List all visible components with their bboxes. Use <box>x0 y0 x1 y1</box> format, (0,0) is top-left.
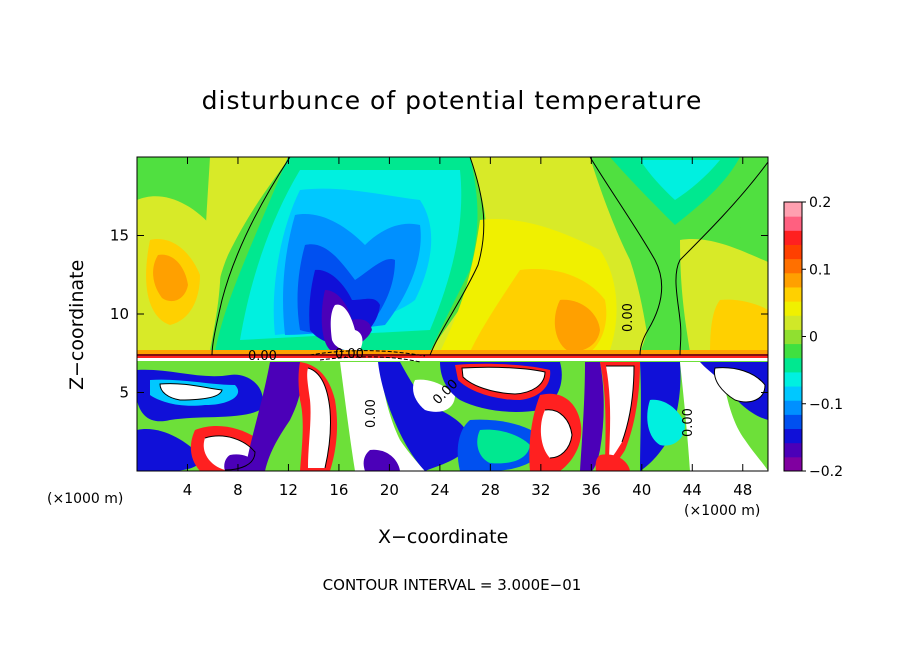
colorbar-swatch <box>784 286 802 302</box>
colorbar-swatch <box>784 272 802 288</box>
colorbar-swatch <box>784 301 802 316</box>
x-tick-label: 4 <box>183 481 193 499</box>
chart-title: disturbunce of potential temperature <box>201 86 703 115</box>
x-tick-label: 16 <box>329 481 348 499</box>
x-tick-label: 24 <box>430 481 449 499</box>
colorbar-swatch <box>784 428 802 444</box>
x-tick-label: 28 <box>481 481 500 499</box>
colorbar-swatch <box>784 244 802 260</box>
contour-label: 0.00 <box>364 399 379 428</box>
colorbar-swatch <box>784 315 802 330</box>
y-tick-label: 15 <box>110 227 129 245</box>
y-axis: 5 10 15 <box>110 227 768 402</box>
contour-label: 0.00 <box>335 347 364 362</box>
x-axis: 4 8 12 16 20 24 28 32 36 40 44 48 <box>183 157 752 499</box>
x-tick-label: 44 <box>683 481 702 499</box>
y-tick-label: 10 <box>110 305 129 323</box>
colorbar-swatch <box>784 357 802 373</box>
x-tick-label: 40 <box>632 481 651 499</box>
colorbar-tick-label: −0.2 <box>809 464 843 480</box>
x-tick-label: 12 <box>279 481 298 499</box>
colorbar-tick-label: −0.1 <box>809 397 843 413</box>
colorbar-swatch <box>784 230 802 245</box>
x-tick-label: 20 <box>380 481 399 499</box>
x-tick-label: 8 <box>233 481 243 499</box>
contour-label: 0.00 <box>681 408 696 437</box>
colorbar-swatch <box>784 258 802 274</box>
colorbar-swatch <box>784 456 802 472</box>
colorbar-swatch <box>784 386 802 401</box>
x-tick-label: 48 <box>733 481 752 499</box>
contour-label: 0.00 <box>248 349 277 364</box>
y-tick-label: 5 <box>119 384 129 402</box>
x-axis-label: X−coordinate <box>378 526 509 548</box>
x-tick-label: 36 <box>582 481 601 499</box>
colorbar-swatch <box>784 343 802 359</box>
x-tick-label: 32 <box>531 481 550 499</box>
x-units-left: (×1000 m) <box>47 491 124 507</box>
colorbar-swatch <box>784 371 802 387</box>
x-units-right: (×1000 m) <box>684 503 761 519</box>
colorbar-tick-label: 0.1 <box>809 262 831 278</box>
colorbar-swatch <box>784 442 802 458</box>
colorbar-swatch <box>784 414 802 430</box>
colorbar: 0.2 0.1 0 −0.1 −0.2 <box>783 195 843 480</box>
contour-lines <box>137 157 768 471</box>
contour-label: 0.00 <box>621 303 636 332</box>
heatmap-field <box>137 157 768 471</box>
colorbar-swatch <box>784 400 802 415</box>
colorbar-swatch <box>784 329 802 345</box>
colorbar-swatch <box>784 202 802 217</box>
colorbar-swatch <box>784 216 802 231</box>
colorbar-tick-label: 0 <box>809 330 818 346</box>
contour-interval-note: CONTOUR INTERVAL = 3.000E−01 <box>322 576 582 594</box>
colorbar-tick-label: 0.2 <box>809 195 831 211</box>
